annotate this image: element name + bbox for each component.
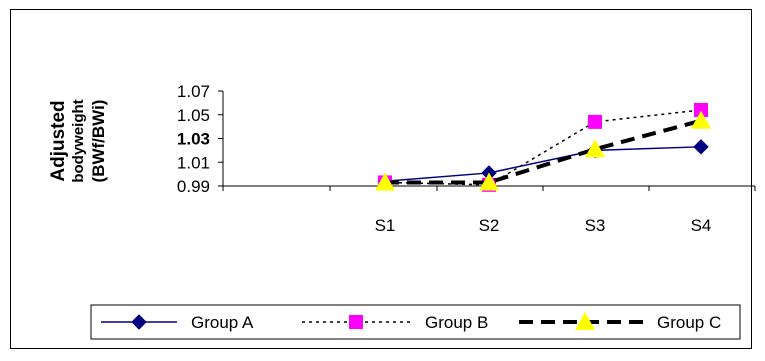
- data-point: [575, 312, 595, 330]
- legend-entry: Group B: [302, 313, 488, 332]
- x-tick-label: S1: [375, 216, 396, 235]
- series-line: [385, 118, 702, 185]
- series-line: [384, 146, 702, 182]
- y-tick-label: 1.05: [177, 106, 210, 125]
- data-point: [694, 103, 708, 117]
- y-axis-label-line3: (BWf/BWi): [89, 100, 108, 183]
- x-tick-label: S2: [479, 216, 500, 235]
- legend-entry: Group C: [519, 312, 721, 332]
- x-ticks: S1 S2 S3 S4: [222, 186, 756, 235]
- y-axis-label-line1: Adjusted: [48, 100, 69, 181]
- y-tick-label: 1.03: [177, 130, 210, 149]
- data-point: [588, 114, 602, 129]
- y-ticks: 0.99 1.01 1.03 1.05 1.07: [177, 82, 223, 196]
- data-point: [131, 314, 147, 330]
- series-line: [384, 109, 702, 186]
- data-point: [479, 172, 499, 191]
- legend-label: Group B: [425, 313, 488, 332]
- legend-label: Group C: [657, 313, 721, 332]
- y-axis-label-line2: bodyweight: [70, 99, 87, 182]
- data-point: [375, 172, 395, 191]
- legend-entry: Group A: [101, 313, 254, 332]
- data-point: [585, 139, 605, 158]
- y-axis-label: Adjusted bodyweight (BWf/BWi): [48, 99, 108, 182]
- x-tick-label: S3: [585, 216, 606, 235]
- series-group-c: [375, 110, 711, 191]
- data-point: [693, 139, 709, 155]
- legend-label: Group A: [191, 313, 254, 332]
- x-tick-label: S4: [691, 216, 712, 235]
- y-tick-label: 1.01: [177, 153, 210, 172]
- data-point: [349, 315, 363, 329]
- y-tick-label: 0.99: [177, 177, 210, 196]
- data-point: [691, 110, 711, 129]
- series-layer: [375, 103, 711, 192]
- legend: Group A Group B Group C: [101, 312, 721, 332]
- y-tick-label: 1.07: [177, 82, 210, 101]
